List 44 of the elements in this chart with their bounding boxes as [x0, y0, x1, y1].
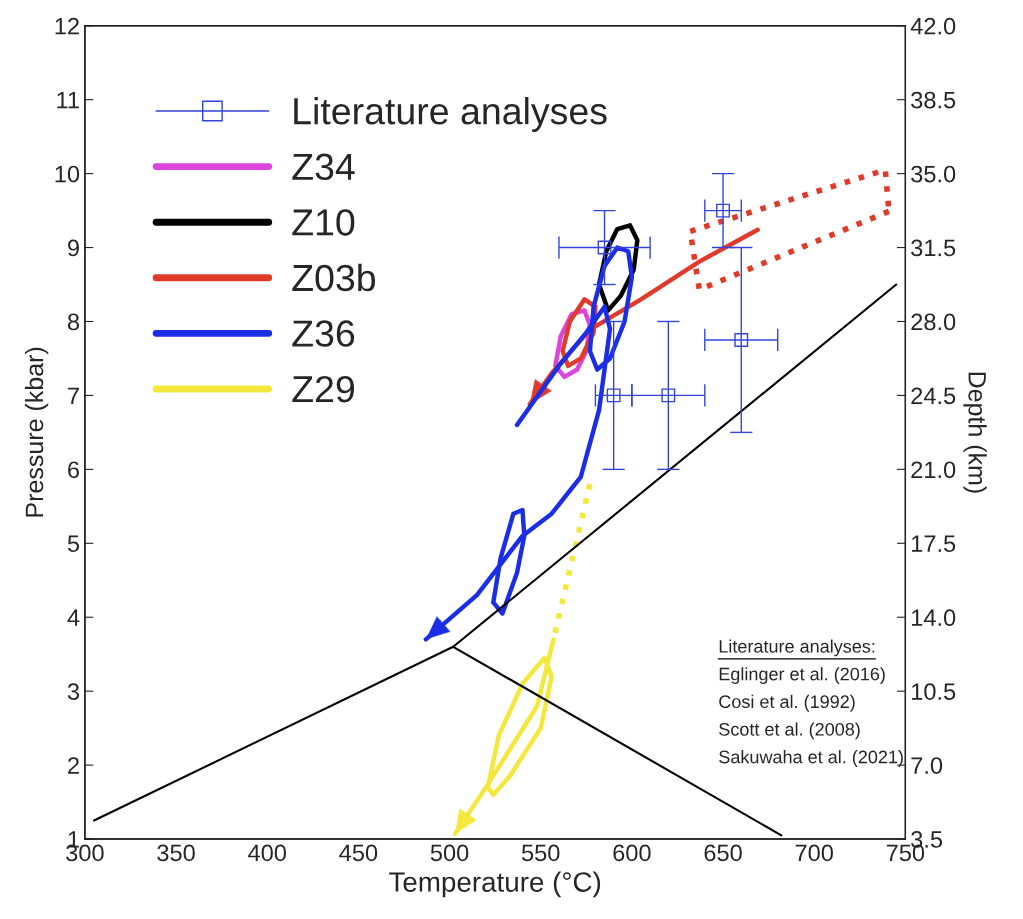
x-tick-label: 600 — [613, 844, 651, 862]
y2-tick-label: 38.5 — [911, 91, 956, 109]
x-tick-label: 350 — [157, 844, 195, 862]
y-tick-label: 6 — [68, 461, 80, 479]
annotation: Literature analyses: — [719, 639, 875, 657]
x-tick-label: 650 — [704, 844, 742, 862]
y2-tick-label: 17.5 — [912, 535, 956, 553]
y-tick-label: 10 — [55, 165, 80, 183]
y2-axis-title: Depth (km) — [963, 372, 987, 493]
x-axis-title: Temperature (°C) — [389, 871, 601, 898]
annotation: Sakuwaha et al. (2021) — [719, 750, 903, 767]
legend-label: Z10 — [292, 209, 355, 236]
y-tick-label: 2 — [68, 757, 79, 774]
y-tick-label: 5 — [67, 535, 80, 553]
y-tick-label: 3 — [67, 683, 80, 700]
y2-tick-label: 35.0 — [911, 165, 956, 183]
legend-label: Z36 — [292, 320, 355, 347]
legend-label: Z29 — [292, 375, 354, 403]
legend-label: Z34 — [292, 153, 355, 181]
y-tick-label: 11 — [57, 91, 79, 109]
y-tick-label: 12 — [55, 17, 79, 35]
y-tick-label: 8 — [67, 313, 80, 331]
x-tick-label: 700 — [795, 844, 833, 862]
legend-label: Z03b — [292, 263, 376, 292]
y-tick-label: 7 — [68, 387, 79, 404]
y2-tick-label: 28.0 — [911, 313, 956, 331]
y-axis-title: Pressure (kbar) — [24, 347, 49, 517]
x-tick-label: 550 — [521, 844, 560, 862]
annotation: Cosi et al. (1992) — [719, 694, 855, 712]
x-tick-label: 400 — [248, 844, 287, 862]
y-tick-label: 4 — [67, 609, 80, 626]
legend-label: Literature analyses — [294, 96, 607, 132]
x-tick-label: 450 — [339, 844, 378, 862]
y-tick-label: 9 — [68, 239, 79, 257]
y2-tick-label: 21.0 — [911, 461, 956, 479]
y2-tick-label: 14.0 — [912, 609, 956, 627]
x-tick-label: 500 — [430, 844, 469, 862]
y2-tick-label: 42.0 — [910, 17, 956, 35]
y2-tick-label: 31.5 — [911, 239, 956, 257]
y2-tick-label: 24.5 — [911, 387, 956, 405]
y2-tick-label: 10.5 — [912, 683, 956, 700]
y2-tick-label: 7.0 — [911, 757, 943, 774]
annotation: Scott et al. (2008) — [719, 722, 860, 740]
annotation: Eglinger et al. (2016) — [719, 667, 885, 684]
